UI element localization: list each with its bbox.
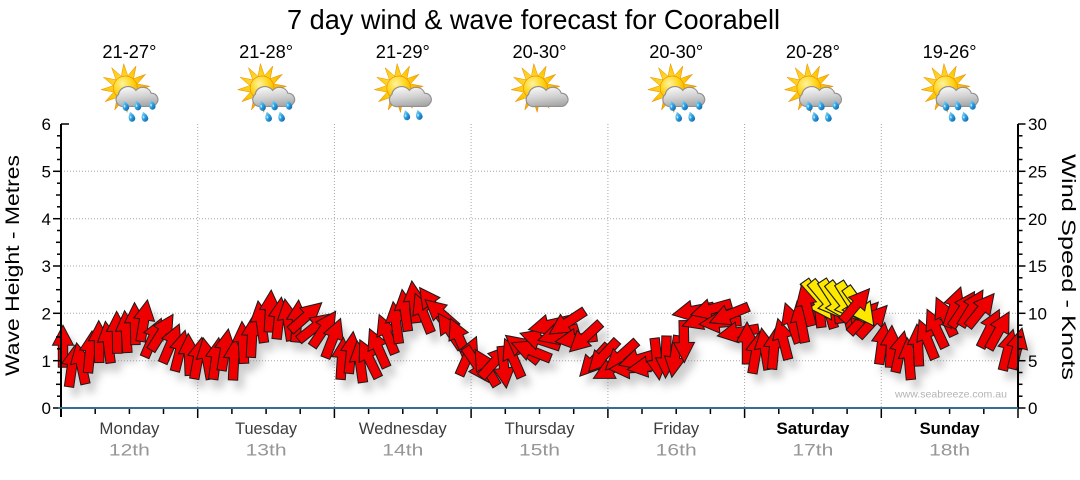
svg-text:14th: 14th — [382, 442, 423, 460]
svg-text:Saturday: Saturday — [776, 419, 850, 438]
svg-text:6: 6 — [42, 115, 51, 134]
svg-text:Wednesday: Wednesday — [359, 419, 447, 438]
svg-text:13th: 13th — [246, 442, 287, 460]
svg-text:21-27°: 21-27° — [102, 41, 156, 62]
svg-text:25: 25 — [1028, 163, 1047, 182]
svg-text:20: 20 — [1028, 210, 1047, 229]
svg-text:Wind Speed - Knots: Wind Speed - Knots — [1057, 154, 1078, 380]
svg-text:15th: 15th — [519, 442, 560, 460]
svg-text:0: 0 — [1028, 399, 1037, 418]
svg-text:Friday: Friday — [653, 419, 699, 438]
svg-text:12th: 12th — [109, 442, 150, 460]
svg-text:5: 5 — [1028, 352, 1037, 371]
svg-text:Tuesday: Tuesday — [235, 419, 297, 438]
svg-text:Monday: Monday — [99, 419, 159, 438]
svg-text:7 day wind & wave forecast for: 7 day wind & wave forecast for Coorabell — [287, 4, 780, 35]
svg-text:17th: 17th — [792, 442, 833, 460]
svg-text:21-29°: 21-29° — [376, 41, 430, 62]
svg-text:19-26°: 19-26° — [923, 41, 977, 62]
svg-text:1: 1 — [42, 352, 51, 371]
svg-text:Sunday: Sunday — [920, 419, 981, 438]
svg-text:16th: 16th — [656, 442, 697, 460]
svg-text:5: 5 — [42, 163, 51, 182]
svg-text:www.seabreeze.com.au: www.seabreeze.com.au — [894, 389, 1007, 401]
svg-text:Wave Height - Metres: Wave Height - Metres — [3, 155, 24, 376]
svg-text:20-30°: 20-30° — [513, 41, 567, 62]
svg-text:20-28°: 20-28° — [786, 41, 840, 62]
svg-text:30: 30 — [1028, 115, 1047, 134]
svg-text:3: 3 — [42, 257, 51, 276]
svg-text:18th: 18th — [929, 442, 970, 460]
svg-text:Thursday: Thursday — [505, 419, 575, 438]
svg-text:21-28°: 21-28° — [239, 41, 293, 62]
svg-text:10: 10 — [1028, 305, 1047, 324]
svg-text:20-30°: 20-30° — [649, 41, 703, 62]
svg-text:2: 2 — [42, 305, 51, 324]
svg-text:0: 0 — [42, 399, 51, 418]
svg-text:15: 15 — [1028, 257, 1047, 276]
svg-text:4: 4 — [42, 210, 51, 229]
